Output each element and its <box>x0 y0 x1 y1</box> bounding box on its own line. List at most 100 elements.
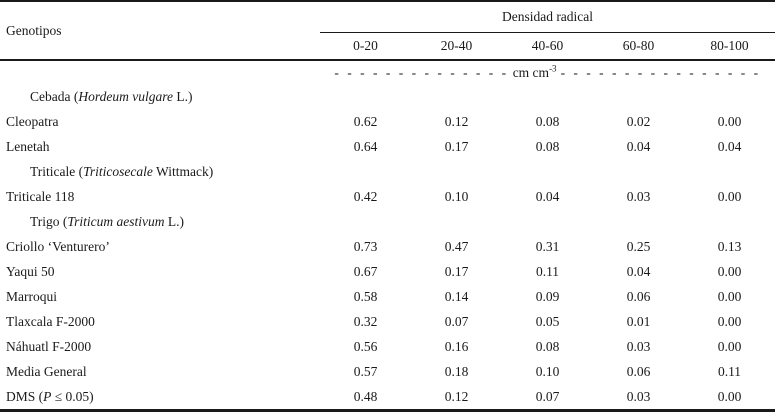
group-row-triticale: Triticale (Triticosecale Wittmack) <box>0 159 775 184</box>
cell-value: 0.11 <box>535 263 560 279</box>
cell-value: 0.16 <box>444 338 469 354</box>
row-label: Marroqui <box>6 288 57 304</box>
species-name: Hordeum vulgare <box>78 88 173 104</box>
cell-value: 0.06 <box>626 288 651 304</box>
row-label: Cleopatra <box>6 113 59 129</box>
cell-value: 0.01 <box>626 313 651 329</box>
row-label: Criollo ‘Venturero’ <box>6 238 110 254</box>
column-header-depth-80-100: 80-100 <box>710 38 749 53</box>
table-row-triticale-118: Triticale 118 0.42 0.10 0.04 0.03 0.00 <box>0 184 775 209</box>
cell-value: 0.08 <box>535 338 560 354</box>
cell-value: 0.00 <box>717 113 742 129</box>
cell-value: 0.00 <box>717 313 742 329</box>
row-label: Lenetah <box>6 138 50 154</box>
table-row-dms: DMS (P ≤ 0.05) 0.48 0.12 0.07 0.03 0.00 <box>0 384 775 411</box>
cell-value: 0.00 <box>717 288 742 304</box>
table-header: Genotipos Densidad radical 0-20 20-40 40… <box>0 1 775 60</box>
cell-value: 0.06 <box>626 363 651 379</box>
cell-value: 0.05 <box>535 313 560 329</box>
group-label-suffix: Wittmack) <box>152 163 214 179</box>
dms-label-prefix: DMS ( <box>6 388 44 404</box>
cell-value: 0.57 <box>353 363 378 379</box>
cell-value: 0.58 <box>353 288 378 304</box>
cell-value: 0.09 <box>535 288 560 304</box>
cell-value: 0.56 <box>353 338 378 354</box>
cell-value: 0.11 <box>717 363 742 379</box>
unit-dashes-right: - - - - - - - - - - - - - - - - <box>560 64 761 80</box>
table-row-cleopatra: Cleopatra 0.62 0.12 0.08 0.02 0.00 <box>0 109 775 134</box>
cell-value: 0.12 <box>444 113 469 129</box>
cell-value: 0.10 <box>535 363 560 379</box>
depth-header-row: 0-20 20-40 40-60 60-80 80-100 <box>0 33 775 61</box>
cell-value: 0.48 <box>353 388 378 404</box>
group-label-prefix: Trigo ( <box>30 213 68 229</box>
cell-value: 0.42 <box>353 188 378 204</box>
row-label: Triticale 118 <box>6 188 75 204</box>
spanner-header-densidad-radical: Densidad radical <box>320 1 775 33</box>
cell-value: 0.08 <box>535 138 560 154</box>
cell-value: 0.32 <box>353 313 378 329</box>
cell-value: 0.00 <box>717 263 742 279</box>
table-row-lenetah: Lenetah 0.64 0.17 0.08 0.04 0.04 <box>0 134 775 159</box>
cell-value: 0.47 <box>444 238 469 254</box>
column-header-genotipos: Genotipos <box>6 22 62 38</box>
cell-value: 0.18 <box>444 363 469 379</box>
group-label: Triticale (Triticosecale Wittmack) <box>0 159 775 184</box>
table-row-media-general: Media General 0.57 0.18 0.10 0.06 0.11 <box>0 359 775 384</box>
column-header-depth-0-20: 0-20 <box>353 38 378 53</box>
cell-value: 0.07 <box>535 388 560 404</box>
cell-value: 0.62 <box>353 113 378 129</box>
cell-value: 0.10 <box>444 188 469 204</box>
unit-dashes-left: - - - - - - - - - - - - - - <box>334 64 509 80</box>
cell-value: 0.12 <box>444 388 469 404</box>
cell-value: 0.00 <box>717 188 742 204</box>
cell-value: 0.14 <box>444 288 469 304</box>
group-label-prefix: Triticale ( <box>30 163 84 179</box>
column-header-depth-20-40: 20-40 <box>440 38 473 53</box>
cell-value: 0.08 <box>535 113 560 129</box>
dms-label-suffix: ≤ 0.05) <box>51 388 94 404</box>
cell-value: 0.04 <box>626 138 651 154</box>
group-row-trigo: Trigo (Triticum aestivum L.) <box>0 209 775 234</box>
cell-value: 0.17 <box>444 263 469 279</box>
table-row-marroqui: Marroqui 0.58 0.14 0.09 0.06 0.00 <box>0 284 775 309</box>
unit-label: cm cm-3 <box>509 63 561 80</box>
column-header-depth-60-80: 60-80 <box>622 38 655 53</box>
group-label-suffix: L.) <box>172 88 193 104</box>
species-name: Triticum aestivum <box>67 213 165 229</box>
table-row-criollo-venturero: Criollo ‘Venturero’ 0.73 0.47 0.31 0.25 … <box>0 234 775 259</box>
table-row-nahuatl-f2000: Náhuatl F-2000 0.56 0.16 0.08 0.03 0.00 <box>0 334 775 359</box>
row-label: Media General <box>6 363 87 379</box>
cell-value: 0.07 <box>444 313 469 329</box>
cell-value: 0.67 <box>353 263 378 279</box>
group-row-cebada: Cebada (Hordeum vulgare L.) <box>0 84 775 109</box>
group-label: Cebada (Hordeum vulgare L.) <box>0 84 775 109</box>
cell-value: 0.03 <box>626 188 651 204</box>
group-label: Trigo (Triticum aestivum L.) <box>0 209 775 234</box>
group-label-prefix: Cebada ( <box>30 88 79 104</box>
cell-value: 0.03 <box>626 388 651 404</box>
row-label: Yaqui 50 <box>6 263 55 279</box>
cell-value: 0.02 <box>626 113 651 129</box>
cell-value: 0.00 <box>717 388 742 404</box>
cell-value: 0.04 <box>626 263 651 279</box>
unit-cell: - - - - - - - - - - - - - - cm cm-3- - - … <box>320 60 775 84</box>
unit-row: - - - - - - - - - - - - - - cm cm-3- - - … <box>0 60 775 84</box>
unit-row-empty-cell <box>0 60 320 84</box>
cell-value: 0.17 <box>444 138 469 154</box>
cell-value: 0.13 <box>717 238 742 254</box>
column-header-depth-40-60: 40-60 <box>531 38 564 53</box>
table-row-yaqui-50: Yaqui 50 0.67 0.17 0.11 0.04 0.00 <box>0 259 775 284</box>
unit-base: cm cm <box>512 64 550 80</box>
cell-value: 0.25 <box>626 238 651 254</box>
table-row-tlaxcala-f2000: Tlaxcala F-2000 0.32 0.07 0.05 0.01 0.00 <box>0 309 775 334</box>
cell-value: 0.73 <box>353 238 378 254</box>
row-label: Náhuatl F-2000 <box>6 338 92 354</box>
p-symbol: P <box>43 388 52 404</box>
unit-exponent: -3 <box>549 63 557 73</box>
cell-value: 0.31 <box>535 238 560 254</box>
group-label-suffix: L.) <box>164 213 185 229</box>
row-label: DMS (P ≤ 0.05) <box>0 384 320 411</box>
row-label: Tlaxcala F-2000 <box>6 313 95 329</box>
